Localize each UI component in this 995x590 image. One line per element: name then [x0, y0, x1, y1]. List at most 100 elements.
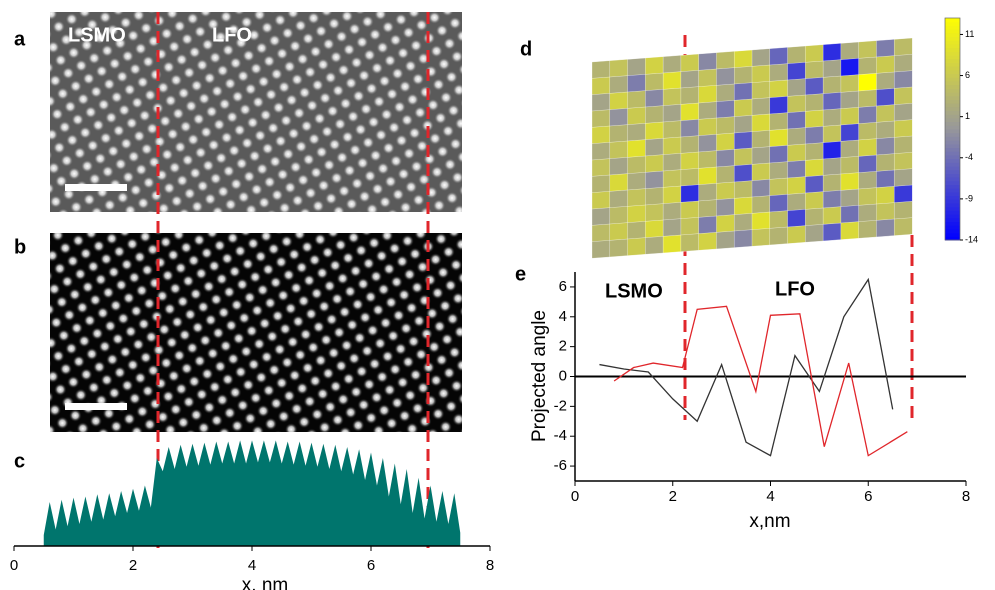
heatmap-cell [858, 56, 877, 76]
heatmap-cell [591, 223, 611, 243]
heatmap-cell [716, 83, 735, 103]
heatmap-cell [662, 120, 682, 139]
heatmap-cell [645, 89, 664, 108]
heatmap-cell [751, 97, 771, 116]
heatmap-cell [769, 145, 789, 164]
colorbar-step [945, 143, 960, 148]
colorbar-step [945, 21, 960, 26]
heatmap-cell [840, 107, 860, 126]
heatmap-cell [858, 220, 877, 239]
colorbar-step [945, 206, 960, 211]
heatmap-cell [734, 147, 753, 167]
heatmap-cell [609, 206, 629, 225]
heatmap-cell [858, 138, 877, 157]
heatmap-cell [680, 184, 700, 203]
y-tick-label: -6 [554, 457, 567, 474]
heatmap-cell [840, 90, 860, 110]
colorbar-step [945, 236, 960, 241]
colorbar-step [945, 18, 960, 23]
colorbar-step [945, 69, 960, 74]
heatmap-cell [734, 229, 753, 248]
colorbar-step [945, 32, 960, 37]
panel-label: e [515, 263, 526, 285]
heatmap-cell [716, 181, 735, 201]
heatmap-cell [822, 43, 842, 62]
heatmap-cell [751, 228, 771, 247]
heatmap-cell [840, 188, 860, 208]
heatmap-cell [769, 177, 789, 197]
heatmap-cell [894, 54, 913, 73]
colorbar-step [945, 151, 960, 156]
heatmap-cell [627, 123, 646, 142]
heatmap-cell [822, 59, 842, 78]
heatmap-cell [787, 111, 806, 130]
colorbar-step [945, 88, 960, 93]
heatmap [591, 37, 913, 259]
x-axis-label: x,nm [749, 511, 790, 532]
heatmap-cell [591, 60, 611, 79]
heatmap-cell [645, 138, 664, 157]
heatmap-cell [662, 55, 682, 74]
heatmap-cell [805, 44, 824, 63]
heatmap-cell [662, 87, 682, 107]
heatmap-cell [698, 85, 717, 104]
heatmap-cell [698, 166, 717, 186]
heatmap-cell [716, 149, 735, 168]
annotation: LFO [775, 278, 815, 300]
heatmap-cell [840, 123, 860, 142]
heatmap-cell [645, 105, 664, 124]
heatmap-cell [609, 173, 629, 192]
heatmap-cell [858, 40, 877, 59]
panel-label: d [520, 38, 532, 60]
heatmap-cell [680, 70, 700, 89]
intensity-area [43, 440, 461, 546]
colorbar-step [945, 180, 960, 185]
colorbar-step [945, 154, 960, 160]
heatmap-cell [787, 225, 806, 244]
colorbar-step [945, 210, 960, 215]
heatmap-cell [627, 237, 646, 256]
heatmap-cell [822, 206, 842, 225]
heatmap-cell [751, 195, 771, 214]
heatmap-cell [645, 72, 664, 92]
colorbar-tick-label: -9 [965, 193, 973, 203]
heatmap-cell [769, 47, 789, 66]
colorbar-step [945, 203, 960, 208]
heatmap-cell [609, 59, 629, 78]
heatmap-cell [769, 96, 789, 115]
colorbar-step [945, 136, 960, 141]
heatmap-cell [627, 188, 646, 207]
colorbar-step [945, 147, 960, 152]
heatmap-cell [698, 101, 717, 120]
heatmap-cell [698, 199, 717, 218]
heatmap-cell [734, 82, 753, 101]
scale-bar [65, 184, 127, 191]
colorbar-tick-label: -4 [965, 152, 973, 162]
heatmap-cell [716, 116, 735, 135]
heatmap-cell [822, 108, 842, 127]
colorbar-step [945, 80, 960, 86]
x-tick-label: 0 [10, 557, 18, 574]
x-tick-label: 6 [864, 488, 872, 505]
heatmap-cell [894, 152, 913, 171]
x-tick-label: 4 [766, 488, 774, 505]
x-tick-label: 6 [367, 557, 375, 574]
heatmap-cell [858, 122, 877, 141]
heatmap-cell [627, 139, 646, 158]
heatmap-cell [716, 214, 735, 233]
heatmap-cell [787, 45, 806, 65]
heatmap-cell [734, 213, 753, 232]
x-tick-label: 8 [486, 557, 494, 574]
heatmap-cell [680, 53, 700, 73]
colorbar-step [945, 51, 960, 56]
heatmap-cell [751, 146, 771, 165]
heatmap-cell [894, 119, 913, 138]
colorbar-step [945, 184, 960, 189]
heatmap-cell [734, 115, 753, 134]
heatmap-cell [858, 187, 877, 206]
heatmap-cell [734, 164, 753, 183]
heatmap-cell [876, 153, 895, 172]
y-tick-label: -4 [554, 427, 567, 444]
heatmap-cell [591, 158, 611, 177]
